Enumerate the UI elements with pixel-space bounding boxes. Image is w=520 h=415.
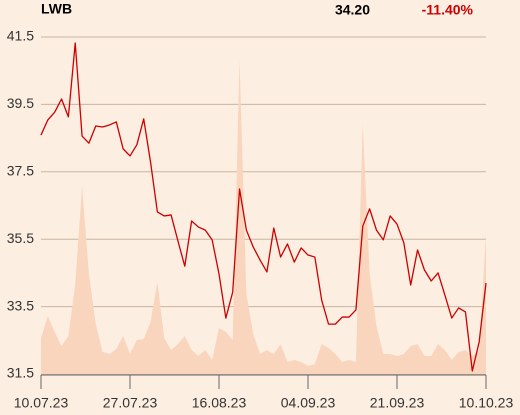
x-tick-label: 10.10.23 [459,395,514,411]
chart-title: LWB [41,1,72,17]
y-tick-label: 41.5 [7,28,34,44]
price-line [40,42,487,372]
last-price: 34.20 [335,2,370,18]
x-tick-label: 04.09.23 [281,395,336,411]
axes: 31.5 33.5 35.5 37.5 39.5 41.5 10.07.23 27.07.23… [7,28,514,411]
volume-area [41,60,486,374]
y-tick-label: 37.5 [7,163,34,179]
x-tick-label: 21.09.23 [370,395,425,411]
y-tick-label: 31.5 [7,365,34,381]
y-tick-label: 39.5 [7,95,34,111]
y-tick-label: 35.5 [7,230,34,246]
price-change: -11.40% [422,2,474,18]
grid [41,36,486,375]
x-tick-label: 16.08.23 [192,395,247,411]
x-tick-label: 10.07.23 [14,395,69,411]
y-tick-label: 33.5 [7,297,34,313]
plot-area [40,42,487,374]
x-tick-label: 27.07.23 [103,395,158,411]
